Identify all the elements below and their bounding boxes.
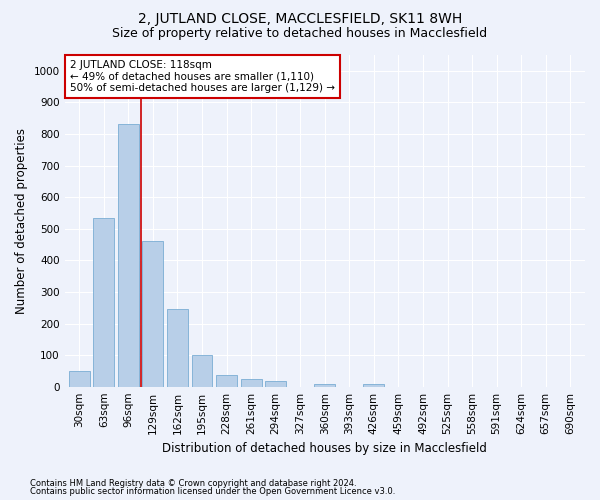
- Bar: [241, 379, 262, 386]
- Bar: [118, 124, 139, 386]
- Text: Contains public sector information licensed under the Open Government Licence v3: Contains public sector information licen…: [30, 487, 395, 496]
- Bar: [216, 375, 237, 386]
- Bar: [142, 242, 163, 386]
- Text: Size of property relative to detached houses in Macclesfield: Size of property relative to detached ho…: [112, 28, 488, 40]
- Bar: [167, 310, 188, 386]
- Text: Contains HM Land Registry data © Crown copyright and database right 2024.: Contains HM Land Registry data © Crown c…: [30, 478, 356, 488]
- Bar: [265, 381, 286, 386]
- Bar: [69, 371, 90, 386]
- Bar: [314, 384, 335, 386]
- X-axis label: Distribution of detached houses by size in Macclesfield: Distribution of detached houses by size …: [163, 442, 487, 455]
- Y-axis label: Number of detached properties: Number of detached properties: [15, 128, 28, 314]
- Bar: [94, 218, 114, 386]
- Text: 2, JUTLAND CLOSE, MACCLESFIELD, SK11 8WH: 2, JUTLAND CLOSE, MACCLESFIELD, SK11 8WH: [138, 12, 462, 26]
- Bar: [191, 355, 212, 386]
- Text: 2 JUTLAND CLOSE: 118sqm
← 49% of detached houses are smaller (1,110)
50% of semi: 2 JUTLAND CLOSE: 118sqm ← 49% of detache…: [70, 60, 335, 93]
- Bar: [364, 384, 385, 386]
